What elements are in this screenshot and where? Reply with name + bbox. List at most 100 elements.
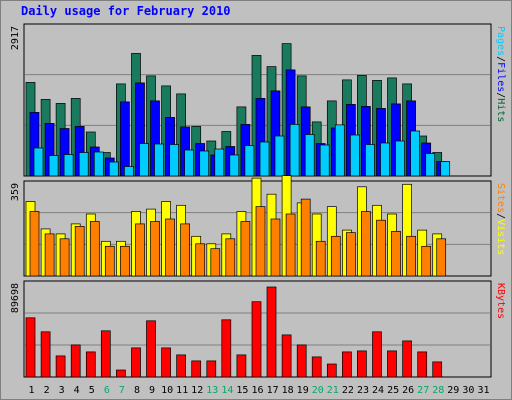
bar-files-day-7 [120, 101, 130, 177]
x-tick-24: 24 [372, 385, 384, 396]
bar-pages-day-18 [289, 124, 300, 177]
x-tick-9: 9 [149, 385, 155, 396]
bar-sites-day-10 [165, 218, 175, 277]
bar-kbytes-day-13 [206, 360, 217, 378]
bar-pages-day-14 [229, 154, 240, 177]
bar-sites-day-15 [240, 221, 251, 277]
x-tick-26: 26 [402, 385, 414, 396]
bar-sites-day-28 [436, 238, 447, 277]
bar-pages-day-10 [169, 144, 179, 177]
bar-sites-day-1 [29, 211, 40, 277]
bar-kbytes-day-22 [342, 351, 352, 378]
bar-sites-day-6 [104, 245, 115, 277]
x-tick-1: 1 [28, 385, 34, 396]
x-tick-3: 3 [59, 385, 65, 396]
bar-kbytes-day-24 [372, 331, 382, 378]
x-tick-17: 17 [267, 385, 279, 396]
x-tick-7: 7 [119, 385, 125, 396]
bar-pages-day-19 [304, 134, 315, 177]
x-tick-16: 16 [251, 385, 263, 396]
legend-entry: Sites [495, 183, 506, 213]
bar-pages-day-9 [154, 143, 164, 177]
bar-pages-day-4 [78, 152, 89, 177]
x-tick-23: 23 [357, 385, 369, 396]
bar-pages-day-21 [334, 124, 345, 177]
bar-sites-day-21 [330, 235, 341, 277]
x-tick-19: 19 [297, 385, 309, 396]
bar-kbytes-day-10 [161, 347, 171, 378]
bar-pages-day-3 [63, 154, 74, 177]
bar-sites-day-2 [44, 233, 55, 277]
bar-sites-day-3 [59, 238, 70, 277]
bar-pages-day-15 [244, 145, 255, 177]
bar-sites-day-7 [120, 245, 130, 277]
bar-sites-day-8 [135, 223, 145, 277]
chart-title: Daily usage for February 2010 [21, 4, 231, 18]
bar-pages-day-28 [440, 161, 451, 177]
x-tick-27: 27 [417, 385, 429, 396]
bar-sites-day-23 [361, 211, 371, 277]
bar-pages-day-13 [214, 148, 225, 177]
bar-kbytes-day-15 [236, 354, 247, 378]
legend-entry: / [495, 56, 506, 62]
bar-sites-day-17 [270, 218, 281, 277]
x-tick-29: 29 [447, 385, 459, 396]
bar-kbytes-day-2 [40, 331, 51, 378]
legend-entry: KBytes [495, 283, 506, 319]
bar-sites-day-4 [74, 226, 85, 277]
bar-kbytes-day-23 [357, 350, 367, 378]
x-tick-2: 2 [44, 385, 50, 396]
x-tick-22: 22 [342, 385, 354, 396]
bar-kbytes-day-12 [191, 360, 202, 378]
bar-kbytes-day-8 [131, 347, 141, 378]
bar-pages-day-17 [274, 135, 285, 177]
bar-pages-day-11 [184, 149, 194, 177]
side-legend-0: Pages/Files/Hits [495, 26, 506, 122]
bar-kbytes-day-11 [176, 354, 186, 378]
bar-pages-day-5 [93, 151, 104, 177]
x-tick-30: 30 [462, 385, 474, 396]
bar-kbytes-day-26 [402, 340, 412, 378]
bar-pages-day-16 [259, 141, 270, 177]
bar-pages-day-12 [199, 150, 210, 177]
bar-pages-day-24 [380, 142, 390, 177]
x-tick-31: 31 [477, 385, 489, 396]
bar-kbytes-day-7 [116, 369, 126, 378]
x-tick-28: 28 [432, 385, 444, 396]
bar-pages-day-7 [124, 166, 134, 177]
bar-sites-day-9 [150, 221, 160, 277]
bar-pages-day-25 [395, 140, 405, 177]
bar-kbytes-day-18 [281, 334, 292, 378]
x-tick-10: 10 [161, 385, 173, 396]
ymax-label-0: 2917 [10, 26, 21, 50]
bar-kbytes-day-9 [146, 320, 156, 378]
x-tick-15: 15 [236, 385, 248, 396]
bar-pages-day-1 [33, 147, 44, 177]
bar-pages-day-23 [365, 144, 375, 177]
bar-kbytes-day-16 [251, 301, 262, 378]
legend-entry: Visits [495, 219, 506, 255]
x-tick-18: 18 [282, 385, 294, 396]
legend-entry: Hits [495, 98, 506, 122]
ymax-label-1: 359 [10, 183, 21, 201]
legend-entry: Pages [495, 26, 506, 56]
bar-pages-day-8 [139, 143, 149, 177]
bar-kbytes-day-27 [417, 351, 428, 378]
bar-sites-day-12 [195, 243, 206, 277]
bar-sites-day-27 [421, 245, 432, 277]
x-tick-11: 11 [176, 385, 188, 396]
bar-sites-day-25 [391, 231, 401, 277]
bar-kbytes-day-5 [85, 351, 96, 378]
bar-pages-day-26 [410, 130, 420, 177]
bar-kbytes-day-25 [387, 350, 397, 378]
bar-pages-day-20 [319, 144, 330, 177]
legend-entry: Files [495, 62, 506, 92]
side-legend-2: KBytes [495, 283, 506, 319]
x-tick-12: 12 [191, 385, 203, 396]
bar-sites-day-14 [225, 238, 236, 277]
bar-kbytes-day-17 [266, 286, 277, 378]
bar-kbytes-day-28 [432, 361, 443, 378]
x-tick-13: 13 [206, 385, 218, 396]
bar-sites-day-20 [315, 240, 326, 277]
